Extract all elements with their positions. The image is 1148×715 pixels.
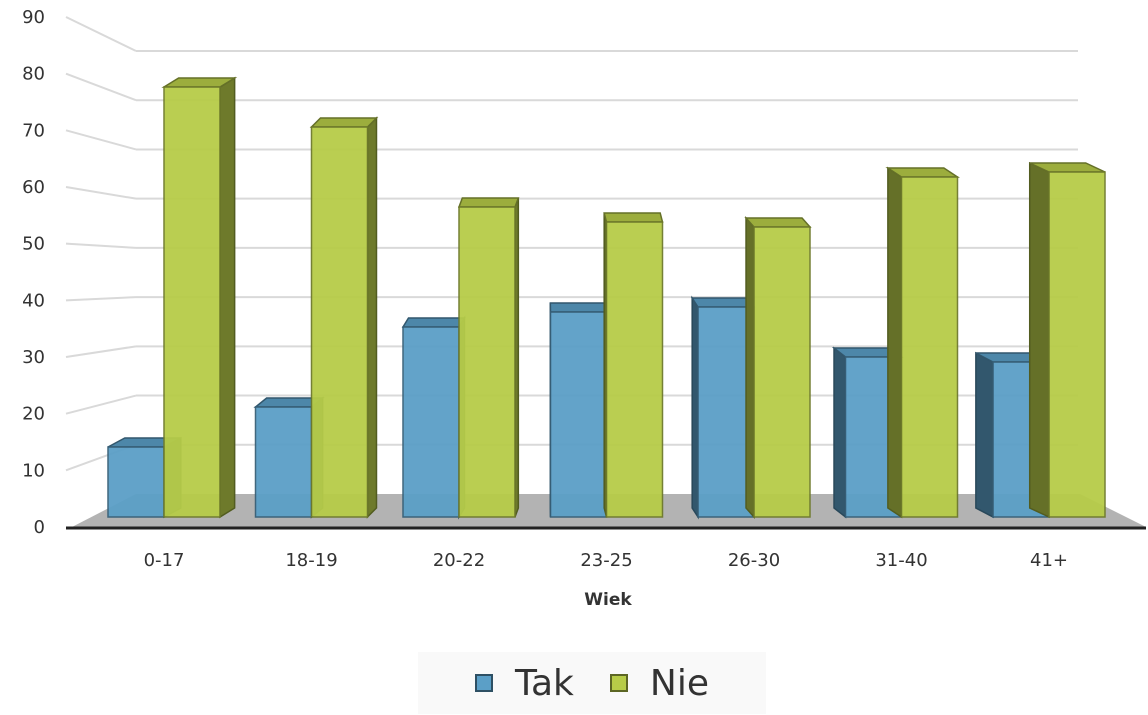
legend-item-nie: Nie [609, 662, 710, 704]
gridline [65, 72, 1078, 102]
gridline [65, 129, 1078, 151]
y-tick-label: 60 [22, 177, 45, 198]
legend-item-tak: Tak [474, 662, 574, 704]
bar-nie-41+ [1028, 161, 1106, 519]
y-tick-label: 80 [22, 64, 45, 85]
y-tick-label: 30 [22, 347, 45, 368]
bar-nie-26-30 [744, 216, 812, 519]
bar-tak-23-25 [549, 302, 608, 518]
y-tick-label: 90 [22, 7, 45, 28]
bar-tak-26-30 [690, 295, 756, 520]
legend: Tak Nie [418, 652, 766, 714]
bar-nie-20-22 [457, 197, 520, 518]
y-tick-label: 20 [22, 404, 45, 425]
bar-nie-0-17 [161, 76, 238, 519]
legend-label-tak: Tak [514, 662, 574, 704]
y-tick-label: 70 [22, 120, 45, 141]
y-tick-label: 40 [22, 290, 45, 311]
bar-nie-18-19 [309, 116, 379, 519]
x-tick-label: 23-25 [580, 550, 632, 571]
bar-tak-20-22 [401, 315, 466, 520]
y-tick-label: 0 [34, 517, 45, 538]
x-tick-label: 31-40 [875, 550, 927, 571]
bar-nie-31-40 [885, 166, 960, 519]
x-tick-label: 18-19 [285, 550, 337, 571]
x-tick-label: 0-17 [144, 550, 185, 571]
y-axis-labels: 0 10 20 30 40 50 60 70 80 90 [22, 7, 45, 538]
legend-swatch-nie [609, 674, 628, 692]
y-tick-label: 10 [22, 460, 45, 481]
x-tick-label: 20-22 [433, 550, 485, 571]
gridline [65, 16, 1078, 52]
x-axis-labels: 0-17 18-19 20-22 23-25 26-30 31-40 41+ [144, 550, 1068, 571]
x-tick-label: 26-30 [728, 550, 780, 571]
x-axis-title: Wiek [584, 590, 632, 610]
y-tick-label: 50 [22, 234, 45, 255]
legend-label-nie: Nie [649, 662, 710, 704]
bars [107, 76, 1106, 520]
x-tick-label: 41+ [1030, 550, 1068, 571]
bar-nie-23-25 [603, 212, 664, 518]
legend-swatch-tak [474, 674, 493, 692]
